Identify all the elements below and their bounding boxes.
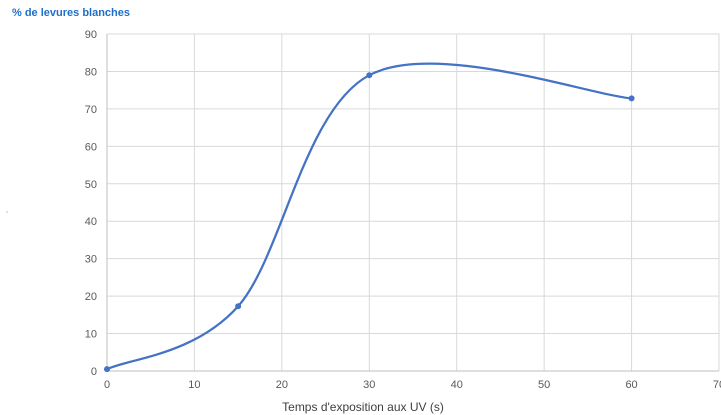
y-tick-label: 40 — [85, 216, 97, 228]
y-tick-label: 0 — [91, 366, 97, 378]
data-point — [629, 95, 635, 101]
x-tick-label: 20 — [276, 379, 288, 391]
y-tick-label: 10 — [85, 329, 97, 341]
data-point — [235, 303, 241, 309]
axis-layer — [107, 34, 719, 371]
x-tick-label: 30 — [363, 379, 375, 391]
data-point — [104, 366, 110, 372]
y-tick-label: 30 — [85, 254, 97, 266]
y-tick-label: 50 — [85, 179, 97, 191]
y-tick-label: 90 — [85, 29, 97, 41]
x-axis-label: Temps d'exposition aux UV (s) — [282, 400, 444, 414]
x-tick-label: 50 — [538, 379, 550, 391]
grid-layer — [107, 34, 719, 371]
x-tick-label: 70 — [713, 379, 721, 391]
y-tick-label: 20 — [85, 291, 97, 303]
x-tick-label: 0 — [104, 379, 110, 391]
y-tick-label: 80 — [85, 66, 97, 78]
y-tick-label: 70 — [85, 104, 97, 116]
x-tick-label: 60 — [625, 379, 637, 391]
data-point — [366, 72, 372, 78]
x-tick-label: 40 — [451, 379, 463, 391]
x-tick-labels: 0 10 20 30 40 50 60 70 — [104, 379, 721, 391]
y-tick-labels: 0 10 20 30 40 50 60 70 80 90 — [85, 29, 97, 378]
y-tick-label: 60 — [85, 141, 97, 153]
chart-title: % de levures blanches — [12, 7, 130, 19]
x-tick-label: 10 — [188, 379, 200, 391]
